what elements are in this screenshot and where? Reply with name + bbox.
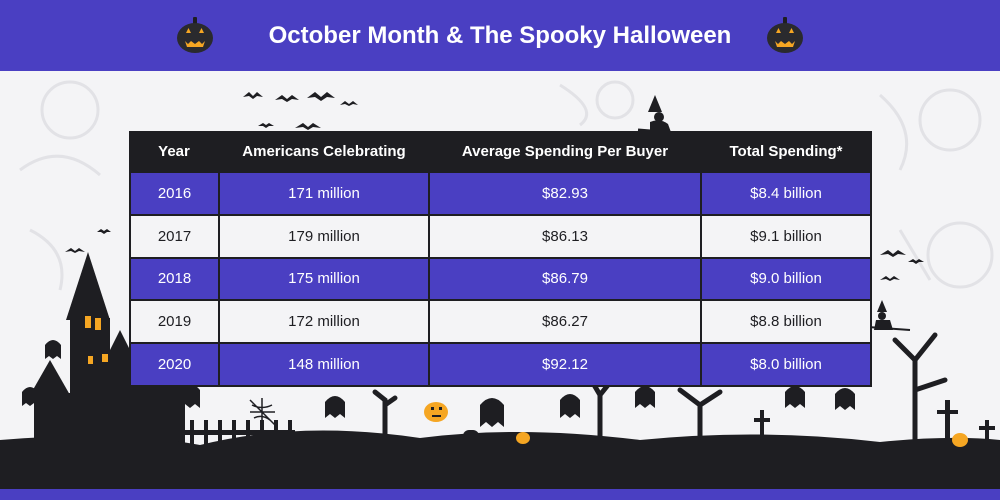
table-cell: $92.12 [428,342,702,387]
witch-silhouette [637,95,701,137]
table-cell: 2016 [129,171,220,216]
table-cell: 148 million [218,342,430,387]
table-row: 2018 175 million $86.79 $9.0 billion [129,256,872,302]
bat-icons [65,92,924,281]
footer-band [0,489,1000,500]
table-cell: $8.8 billion [700,299,872,345]
table-cell: 172 million [218,299,430,345]
table-row: 2017 179 million $86.13 $9.1 billion [129,213,872,259]
table-header-row: Year Americans Celebrating Average Spendin… [130,131,872,172]
table-cell: $86.13 [428,213,702,259]
table-cell: $86.79 [428,256,702,302]
jack-o-lantern-icon [177,17,213,53]
table-cell: $8.4 billion [700,171,872,216]
header-band: October Month & The Spooky Halloween [0,0,1000,71]
table-row: 2016 171 million $82.93 $8.4 billion [129,171,872,216]
table-cell: 2018 [129,256,220,302]
table-cell: $82.93 [428,171,702,216]
table-cell: 2017 [129,213,220,259]
column-header: Americans Celebrating [219,131,430,172]
table-cell: $9.0 billion [700,256,872,302]
table-row: 2019 172 million $86.27 $8.8 billion [129,299,872,345]
column-header: Total Spending* [701,131,872,172]
column-header: Average Spending Per Buyer [429,131,702,172]
table-cell: $9.1 billion [700,213,872,259]
jack-o-lantern-icon [767,17,803,53]
table-cell: 2020 [129,342,220,387]
halloween-spending-table: Year Americans Celebrating Average Spendin… [129,131,872,387]
table-cell: 179 million [218,213,430,259]
background-doodles [19,80,994,291]
table-row: 2020 148 million $92.12 $8.0 billion [129,342,872,387]
table-cell: 175 million [218,256,430,302]
table-cell: 171 million [218,171,430,216]
table-cell: $8.0 billion [700,342,872,387]
page-title: October Month & The Spooky Halloween [268,22,732,49]
ghost-icons [22,340,855,427]
table-cell: 2019 [129,299,220,345]
table-cell: $86.27 [428,299,702,345]
column-header: Year [130,131,220,172]
